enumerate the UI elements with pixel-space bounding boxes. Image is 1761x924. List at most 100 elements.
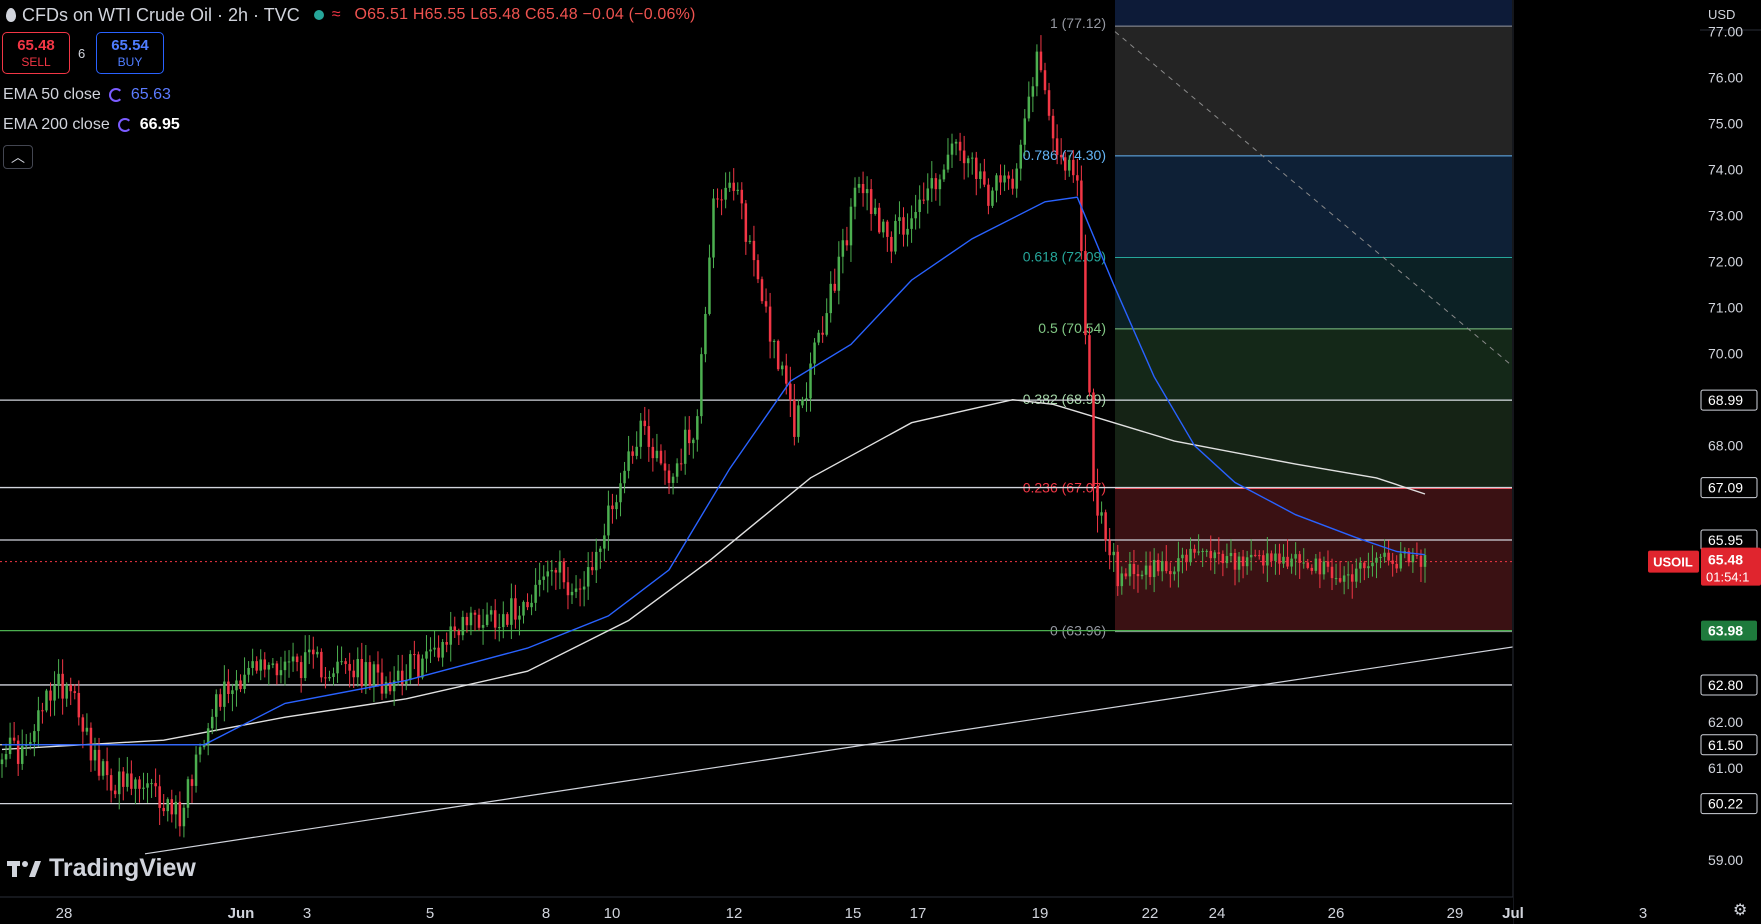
level-price-tag bbox=[1700, 793, 1758, 815]
candle-body bbox=[1407, 551, 1411, 563]
candle-body bbox=[647, 426, 651, 447]
candle-body bbox=[724, 187, 727, 200]
candle-body bbox=[995, 175, 998, 191]
fib-level-label: 0.786 (74.30) bbox=[1023, 147, 1106, 163]
candle-body bbox=[105, 761, 109, 776]
collapse-legend-button[interactable]: ︿ bbox=[3, 145, 33, 169]
candle-body bbox=[1165, 561, 1168, 572]
candle-body bbox=[542, 576, 545, 580]
candle-body bbox=[142, 787, 145, 789]
candle-body bbox=[934, 178, 938, 190]
time-tick-label: 19 bbox=[1032, 905, 1049, 922]
candle-body bbox=[166, 799, 169, 812]
candle-body bbox=[1156, 559, 1160, 572]
price-tick-label: 68.00 bbox=[1708, 438, 1743, 454]
candle-body bbox=[1177, 558, 1180, 572]
ascending-trendline bbox=[144, 618, 1701, 855]
candle-body bbox=[793, 400, 796, 437]
candle-body bbox=[1270, 553, 1273, 561]
candle-body bbox=[970, 157, 974, 159]
candle-body bbox=[1205, 550, 1208, 552]
ema50-line bbox=[2, 196, 1426, 746]
candle-body bbox=[53, 685, 56, 701]
candle-body bbox=[1229, 552, 1233, 557]
candle-body bbox=[1140, 574, 1144, 577]
indicator-ema200[interactable]: EMA 200 close 66.95 bbox=[3, 116, 180, 134]
candle-body bbox=[489, 610, 493, 615]
candle-body bbox=[1169, 571, 1172, 575]
candle-body bbox=[1124, 573, 1128, 577]
candle-body bbox=[81, 717, 85, 732]
candle-body bbox=[299, 662, 303, 679]
indicator-value: 65.63 bbox=[130, 86, 171, 103]
sell-button[interactable]: 65.48 SELL bbox=[2, 32, 70, 74]
fibonacci-retracement: 1 (77.12) 0.786 (74.30) 0.618 (72.09) 0.5 (… bbox=[1023, 0, 1512, 639]
candle-body bbox=[780, 365, 784, 370]
candle-body bbox=[1322, 561, 1326, 575]
candle-body bbox=[392, 680, 396, 692]
time-tick-label: 15 bbox=[845, 905, 862, 922]
candle-body bbox=[219, 694, 222, 707]
buy-button[interactable]: 65.54 BUY bbox=[96, 32, 164, 74]
candle-body bbox=[1350, 574, 1354, 582]
candle-body bbox=[946, 154, 950, 170]
candle-body bbox=[975, 157, 978, 179]
candle-body bbox=[1063, 157, 1067, 171]
candle-body bbox=[683, 429, 687, 464]
indicator-ema50[interactable]: EMA 50 close 65.63 bbox=[3, 86, 171, 104]
buy-price: 65.54 bbox=[111, 37, 149, 54]
candle-body bbox=[1047, 90, 1051, 116]
candle-body bbox=[776, 340, 780, 370]
level-price-tag bbox=[1701, 620, 1757, 641]
price-tick-label: 62.00 bbox=[1708, 714, 1743, 730]
candle-body bbox=[983, 171, 986, 185]
candle-body bbox=[372, 664, 376, 686]
candle-body bbox=[497, 627, 501, 629]
candle-body bbox=[178, 801, 182, 827]
candle-body bbox=[1092, 392, 1095, 487]
candle-body bbox=[396, 670, 400, 681]
candle-body bbox=[1318, 558, 1322, 575]
candle-body bbox=[45, 690, 48, 711]
candle-body bbox=[400, 670, 404, 685]
candle-body bbox=[1342, 575, 1346, 582]
candle-body bbox=[582, 586, 586, 590]
candle-body bbox=[73, 691, 77, 693]
time-axis: 28 Jun 3 5 8 10 12 15 17 19 22 24 26 29 Jul 3 bbox=[0, 896, 1647, 924]
candle-body bbox=[756, 260, 760, 280]
candle-body bbox=[590, 567, 594, 571]
candle-body bbox=[962, 150, 966, 164]
candle-body bbox=[902, 217, 905, 235]
candle-body bbox=[1233, 552, 1237, 570]
symbol-title[interactable]: CFDs on WTI Crude Oil · 2h · TVC bbox=[6, 5, 300, 26]
candle-body bbox=[530, 602, 533, 608]
candle-body bbox=[93, 749, 97, 761]
candle-body bbox=[659, 450, 663, 464]
candle-body bbox=[69, 684, 72, 692]
gear-icon[interactable]: ⚙ bbox=[1733, 902, 1748, 919]
candle-body bbox=[639, 420, 642, 447]
candle-body bbox=[837, 256, 841, 291]
candle-body bbox=[1007, 175, 1010, 179]
candle-body bbox=[1290, 558, 1293, 567]
candle-body bbox=[1249, 554, 1253, 558]
price-tick-label: 61.00 bbox=[1708, 760, 1743, 776]
candle-body bbox=[574, 588, 578, 592]
candle-body bbox=[332, 673, 335, 678]
candle-body bbox=[704, 313, 707, 355]
candle-body bbox=[1282, 556, 1285, 564]
candle-body bbox=[1415, 555, 1419, 557]
candle-body bbox=[518, 615, 521, 620]
fib-zone bbox=[1115, 155, 1512, 258]
candle-body bbox=[1148, 565, 1152, 578]
candle-body bbox=[877, 207, 881, 233]
candle-body bbox=[1039, 51, 1043, 71]
candle-body bbox=[421, 658, 424, 678]
candle-body bbox=[861, 184, 865, 194]
candle-body bbox=[619, 483, 622, 503]
candle-body bbox=[493, 610, 497, 628]
candle-body bbox=[223, 681, 226, 707]
candle-body bbox=[578, 588, 582, 590]
candle-body bbox=[65, 684, 68, 699]
